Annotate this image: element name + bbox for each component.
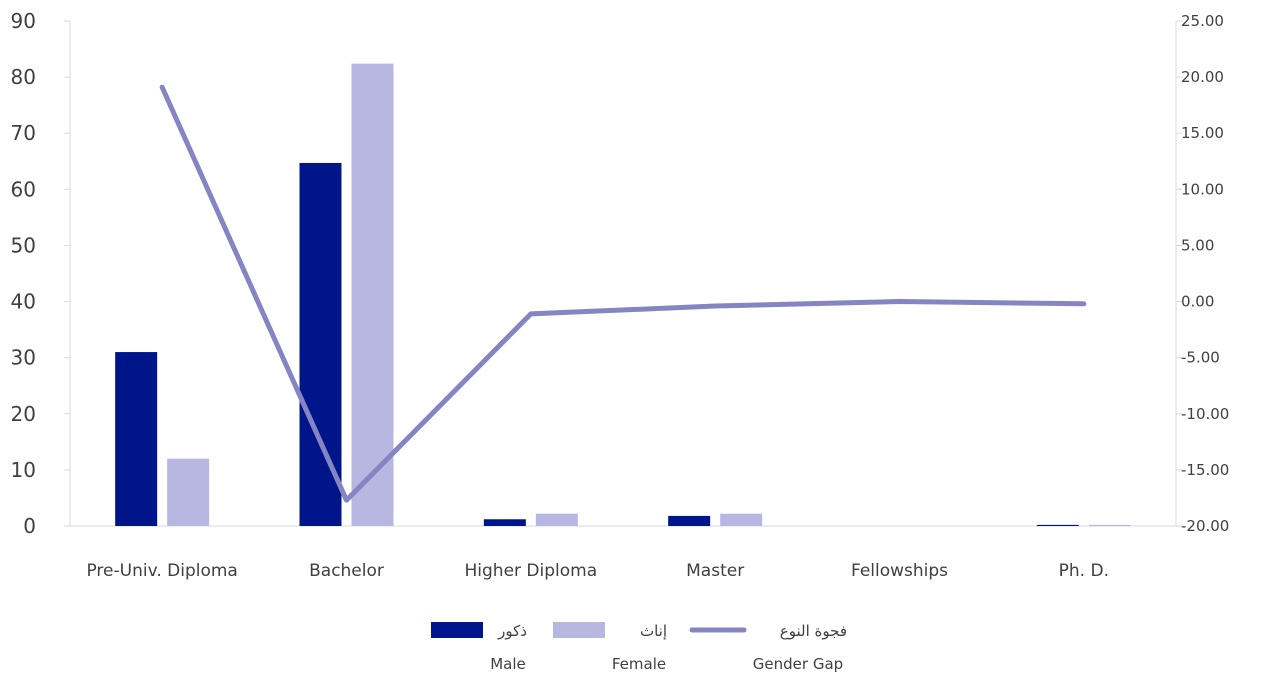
ticks-layer: 0 10 20 30 40 50 60 70 80 90 -20.00 -15.00 -10.00 -5.…: [11, 9, 1230, 581]
left-tick-label: 20: [11, 402, 36, 426]
legend-label-arabic: ذكور: [497, 622, 527, 640]
left-tick-label: 70: [11, 121, 36, 145]
x-tick-label: Bachelor: [309, 561, 384, 581]
bar-male: [299, 162, 342, 526]
bars-layer: [115, 63, 1131, 527]
legend-label-arabic: إناث: [640, 622, 667, 640]
right-tick-label: 15.00: [1181, 124, 1224, 142]
right-tick-label: 10.00: [1181, 180, 1224, 198]
bar-male: [668, 515, 711, 526]
left-tick-label: 40: [11, 290, 36, 314]
x-tick-label: Master: [686, 561, 744, 581]
right-tick-label: -5.00: [1181, 349, 1220, 367]
bar-male: [1036, 524, 1079, 526]
legend-label-english: Gender Gap: [753, 655, 843, 673]
right-tick-label: 25.00: [1181, 12, 1224, 30]
bar-female: [167, 458, 210, 526]
x-tick-label: Higher Diploma: [465, 561, 598, 581]
line-layer: [159, 84, 1087, 503]
legend-label-arabic: فجوة النوع: [780, 622, 847, 640]
line-gender-gap: [159, 84, 1087, 503]
left-tick-label: 80: [11, 65, 36, 89]
right-tick-label: 20.00: [1181, 68, 1224, 86]
legend-label-english: Male: [490, 655, 526, 673]
bar-female: [720, 513, 763, 526]
bar-female: [535, 513, 578, 526]
right-tick-label: 0.00: [1181, 293, 1214, 311]
legend-label-english: Female: [612, 655, 666, 673]
right-tick-label: -20.00: [1181, 517, 1229, 535]
left-tick-label: 50: [11, 233, 36, 257]
bar-female: [1088, 524, 1131, 526]
x-tick-label: Fellowships: [851, 561, 948, 581]
right-tick-label: 5.00: [1181, 236, 1214, 254]
left-tick-label: 30: [11, 346, 36, 370]
left-tick-label: 10: [11, 458, 36, 482]
right-tick-label: -15.00: [1181, 461, 1229, 479]
bar-male: [483, 519, 526, 526]
bar-female: [351, 63, 394, 527]
legend-swatch-female: [553, 622, 605, 638]
x-tick-label: Ph. D.: [1059, 561, 1109, 581]
x-tick-label: Pre-Univ. Diploma: [86, 561, 237, 581]
legend-swatch-male: [431, 622, 483, 638]
right-tick-label: -10.00: [1181, 405, 1229, 423]
left-tick-label: 60: [11, 177, 36, 201]
bar-male: [115, 352, 158, 526]
left-tick-label: 0: [23, 514, 36, 538]
legend: ذكور Male إناث Female فجوة النوع Gender Gap: [431, 622, 847, 673]
left-tick-label: 90: [11, 9, 36, 33]
axes-layer: [64, 20, 1182, 527]
